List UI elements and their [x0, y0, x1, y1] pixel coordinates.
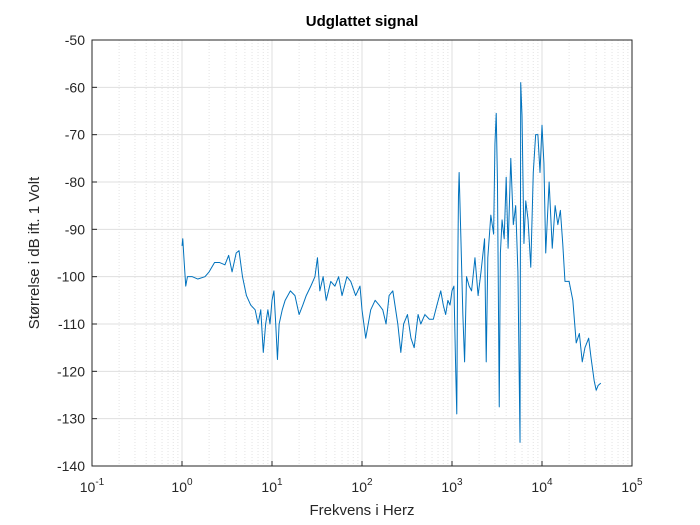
y-tick-label: -70: [65, 127, 85, 143]
x-tick-label: 101: [261, 477, 283, 495]
x-tick-label: 10-1: [80, 477, 105, 495]
y-tick-label: -50: [65, 32, 85, 48]
y-tick-label: -130: [57, 411, 85, 427]
x-tick-label: 103: [441, 477, 463, 495]
x-tick-label: 105: [621, 477, 643, 495]
data-line: [181, 82, 602, 443]
y-tick-label: -120: [57, 363, 85, 379]
y-tick-label: -60: [65, 79, 85, 95]
ticks: -140 -130 -120 -110 -100 -90 -80 -70 -60 -50 10-1 1…: [57, 32, 643, 495]
y-tick-label: -110: [58, 316, 85, 332]
x-tick-label: 104: [531, 477, 553, 495]
y-axis-label: Størrelse i dB ift. 1 Volt: [26, 176, 43, 329]
plot: [181, 82, 602, 443]
y-tick-label: -140: [57, 458, 85, 474]
chart-title: Udglattet signal: [306, 13, 419, 30]
y-tick-label: -100: [57, 269, 85, 285]
y-tick-label: -80: [65, 174, 85, 190]
x-tick-label: 100: [171, 477, 193, 495]
x-axis-label: Frekvens i Herz: [309, 502, 414, 519]
y-tick-label: -90: [65, 221, 85, 237]
x-tick-label: 102: [351, 477, 373, 495]
